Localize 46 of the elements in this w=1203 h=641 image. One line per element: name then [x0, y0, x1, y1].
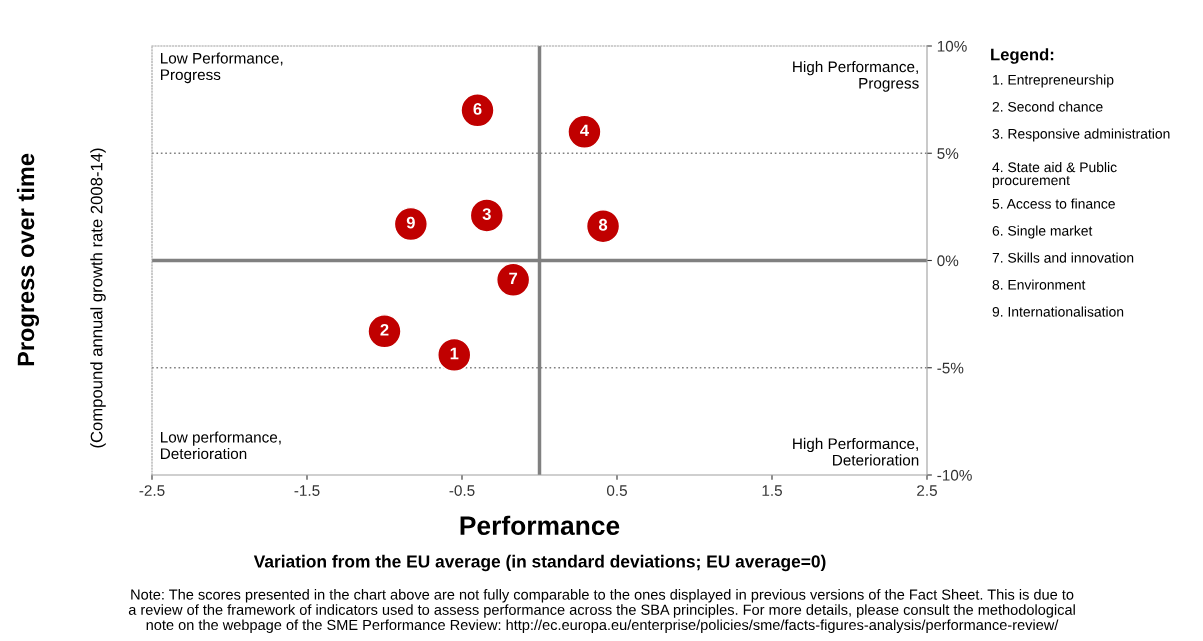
text: Variation from the EU average (in standard deviations; EU average=0) — [253, 554, 826, 572]
point — [393, 206, 428, 242]
x-tick-label: -0.5 — [449, 485, 475, 496]
y-tick-label: -5% — [937, 362, 964, 374]
annotation: 4 — [580, 124, 589, 137]
text: 8. Environment — [992, 279, 1086, 290]
x-tick-label: -1.5 — [294, 485, 320, 496]
annotation: High Performance, Progress — [793, 61, 919, 92]
text: 1. Entrepreneurship — [993, 74, 1114, 88]
x-tick-label: -2.5 — [139, 485, 165, 496]
annotation: Low performance, Deterioration — [161, 431, 281, 460]
y-tick-label: -10% — [937, 469, 972, 481]
annotation: 7 — [509, 272, 518, 285]
point — [367, 314, 402, 349]
text: Legend: — [991, 48, 1054, 64]
text: (Compound annual growth rate 2008-14) — [90, 148, 106, 448]
text: 3. Responsive administration — [992, 128, 1170, 142]
point — [585, 209, 621, 244]
annotation: 2 — [380, 323, 389, 336]
point — [469, 198, 504, 233]
annotation: 9 — [406, 216, 415, 229]
y-axis-title: Progress over time — [16, 153, 40, 366]
text: Note: The scores presented in the chart above are not fully comparable to the ones displayed in previous versions of the Fact Sheet. This is due to a review of the framework of indicators used to assess performance across the SBA principles. For more details, please consult the methodological note on the webpage of the SME Performance Review: http://ec.europa.eu/enterprise/policies/sme/facts-figures-analysis/performance-review/ — [128, 589, 1075, 633]
y-tick-label: 10% — [937, 40, 967, 52]
x-tick-label: 1.5 — [762, 485, 782, 496]
x-tick-label: 2.5 — [917, 485, 937, 496]
point — [437, 337, 472, 373]
annotation: Low Performance, Progress — [161, 52, 283, 84]
point — [567, 114, 602, 149]
y-tick-label: 5% — [937, 148, 959, 159]
y-tick-label: 0% — [937, 255, 959, 267]
text: 2. Second chance — [992, 101, 1103, 112]
point — [460, 93, 495, 128]
annotation: 1 — [450, 347, 459, 360]
annotation: 3 — [482, 208, 491, 220]
x-axis-title: Performance — [460, 515, 620, 536]
text: 5. Access to finance — [992, 198, 1115, 209]
annotation: High Performance, Deterioration — [793, 437, 919, 466]
point — [496, 262, 531, 297]
annotation: 6 — [473, 103, 482, 115]
text: 4. State aid & Public procurement — [992, 162, 1117, 188]
annotation: 8 — [598, 218, 608, 231]
x-tick-label: 0.5 — [606, 485, 627, 496]
text: 9. Internationalisation — [992, 306, 1124, 317]
text: 7. Skills and innovation — [992, 252, 1134, 263]
text: 6. Single market — [992, 225, 1093, 239]
